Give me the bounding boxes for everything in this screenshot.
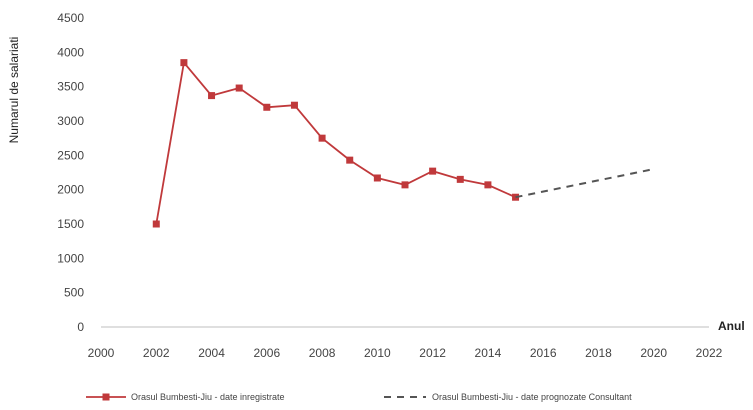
data-point bbox=[318, 134, 326, 142]
data-point bbox=[208, 92, 216, 100]
data-point bbox=[180, 59, 188, 67]
data-point bbox=[263, 103, 271, 111]
data-point bbox=[484, 181, 492, 189]
data-point bbox=[152, 220, 160, 228]
x-tick-label: 2004 bbox=[198, 346, 225, 360]
x-tick-label: 2012 bbox=[419, 346, 446, 360]
data-point bbox=[290, 101, 298, 109]
y-tick-label: 2500 bbox=[57, 148, 84, 162]
data-point bbox=[456, 175, 464, 183]
y-tick-label: 4000 bbox=[57, 45, 84, 59]
y-tick-label: 500 bbox=[64, 286, 84, 300]
x-tick-label: 2014 bbox=[475, 346, 502, 360]
x-tick-label: 2020 bbox=[640, 346, 667, 360]
data-point bbox=[429, 167, 437, 175]
data-point bbox=[346, 156, 354, 164]
legend-label-2: Orasul Bumbesti-Jiu - date prognozate Co… bbox=[432, 392, 632, 402]
x-axis-title: Anul bbox=[718, 319, 745, 333]
series-line-1 bbox=[155, 60, 516, 225]
x-tick-label: 2016 bbox=[530, 346, 557, 360]
legend-label-1: Orasul Bumbesti-Jiu - date inregistrate bbox=[131, 392, 285, 402]
axes: 0 500 1000 1500 2000 2500 3000 3500 4000 4500 2000… bbox=[57, 11, 722, 360]
data-point bbox=[373, 174, 381, 182]
series-layer bbox=[152, 59, 654, 228]
x-tick-label: 2022 bbox=[696, 346, 723, 360]
legend: Orasul Bumbesti-Jiu - date inregistrate O… bbox=[86, 392, 632, 402]
x-tick-label: 2008 bbox=[309, 346, 336, 360]
legend-swatch-marker-1 bbox=[102, 393, 110, 401]
y-tick-label: 0 bbox=[77, 320, 84, 334]
data-point bbox=[401, 181, 409, 189]
x-tick-label: 2006 bbox=[253, 346, 280, 360]
y-tick-label: 4500 bbox=[57, 11, 84, 25]
y-axis-title: Numarul de salariati bbox=[7, 37, 21, 144]
x-tick-label: 2010 bbox=[364, 346, 391, 360]
y-tick-label: 2000 bbox=[57, 183, 84, 197]
series-line-2 bbox=[515, 168, 654, 199]
y-tick-label: 1000 bbox=[57, 251, 84, 265]
y-tick-label: 3500 bbox=[57, 80, 84, 94]
x-tick-label: 2018 bbox=[585, 346, 612, 360]
x-tick-label: 2002 bbox=[143, 346, 170, 360]
y-tick-label: 3000 bbox=[57, 114, 84, 128]
x-tick-label: 2000 bbox=[88, 346, 115, 360]
data-point bbox=[235, 84, 243, 92]
y-tick-label: 1500 bbox=[57, 217, 84, 231]
